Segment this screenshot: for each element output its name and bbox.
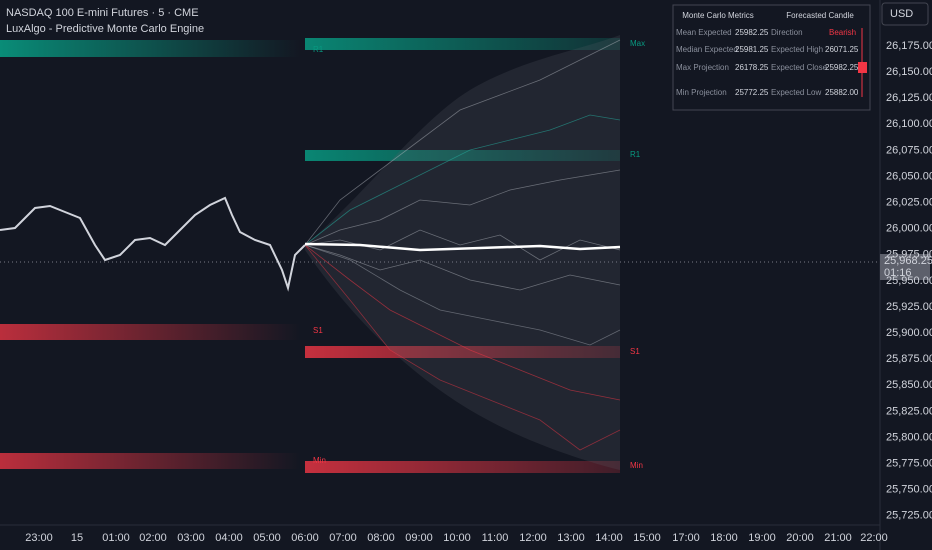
current-price: 25,968.25 — [884, 255, 932, 267]
level-band — [0, 40, 300, 57]
price-label: 26,025.00 — [886, 197, 932, 209]
price-label: 25,900.00 — [886, 327, 932, 339]
level-band — [305, 461, 620, 473]
simulation-cone — [305, 35, 620, 470]
price-label: 25,775.00 — [886, 458, 932, 470]
price-label: 25,750.00 — [886, 484, 932, 496]
table-cell: Bearish — [829, 28, 856, 37]
level-band — [305, 38, 620, 50]
price-label: 26,150.00 — [886, 66, 932, 78]
level-band — [305, 346, 620, 358]
time-label: 03:00 — [177, 532, 205, 544]
indicator-name: LuxAlgo - Predictive Monte Carlo Engine — [6, 23, 204, 35]
price-label: 26,000.00 — [886, 223, 932, 235]
level-band — [305, 150, 620, 161]
price-label: 26,100.00 — [886, 118, 932, 130]
price-label: 25,925.00 — [886, 301, 932, 313]
time-label: 13:00 — [557, 532, 585, 544]
table-cell: 26071.25 — [825, 45, 859, 54]
time-label: 10:00 — [443, 532, 471, 544]
time-label: 19:00 — [748, 532, 776, 544]
table-cell: 25982.25 — [735, 28, 769, 37]
table-cell: 25882.00 — [825, 88, 859, 97]
time-label: 08:00 — [367, 532, 395, 544]
table-cell: 25982.25 — [825, 63, 859, 72]
time-label: 20:00 — [786, 532, 814, 544]
time-label: 12:00 — [519, 532, 547, 544]
level-label: S1 — [313, 326, 323, 335]
time-label: 17:00 — [672, 532, 700, 544]
table-cell: Direction — [771, 28, 803, 37]
price-label: 25,850.00 — [886, 379, 932, 391]
price-label: 26,175.00 — [886, 40, 932, 52]
forecast-body — [858, 62, 867, 73]
level-label: S1 — [630, 347, 640, 356]
table-header: Forecasted Candle — [786, 11, 854, 20]
price-label: 25,800.00 — [886, 431, 932, 443]
time-label: 06:00 — [291, 532, 319, 544]
metrics-table — [672, 4, 871, 111]
table-header: Monte Carlo Metrics — [682, 11, 754, 20]
time-label: 04:00 — [215, 532, 243, 544]
time-label: 21:00 — [824, 532, 852, 544]
time-label: 22:00 — [860, 532, 888, 544]
price-history — [0, 196, 306, 292]
countdown: 01:16 — [884, 267, 912, 279]
time-label: 09:00 — [405, 532, 433, 544]
currency-button[interactable] — [881, 2, 929, 26]
table-cell: Max Projection — [676, 63, 729, 72]
price-label: 26,075.00 — [886, 144, 932, 156]
table-cell: Mean Expected — [676, 28, 732, 37]
time-label: 05:00 — [253, 532, 281, 544]
time-label: 15 — [71, 532, 83, 544]
table-cell: Median Expected — [676, 45, 738, 54]
level-label: R1 — [313, 45, 324, 54]
level-label: R1 — [630, 150, 641, 159]
time-label: 02:00 — [139, 532, 167, 544]
level-band — [0, 324, 300, 340]
time-label: 23:00 — [25, 532, 53, 544]
price-label: 25,975.00 — [886, 249, 932, 261]
price-label: 26,050.00 — [886, 170, 932, 182]
price-label: 25,950.00 — [886, 275, 932, 287]
price-label: 26,125.00 — [886, 92, 932, 104]
table-cell: Min Projection — [676, 88, 727, 97]
table-cell: Expected Low — [771, 88, 821, 97]
price-label: 25,875.00 — [886, 353, 932, 365]
time-label: 07:00 — [329, 532, 357, 544]
level-label: Min — [313, 456, 326, 465]
simulation-paths — [304, 39, 621, 451]
time-label: 15:00 — [633, 532, 661, 544]
level-label: Max — [630, 39, 645, 48]
price-label: 25,825.00 — [886, 405, 932, 417]
table-cell: 25981.25 — [735, 45, 769, 54]
price-label: 25,725.00 — [886, 510, 932, 522]
table-cell: Expected High — [771, 45, 823, 54]
level-label: Min — [630, 461, 643, 470]
time-label: 01:00 — [102, 532, 130, 544]
table-cell: Expected Close — [771, 63, 828, 72]
chart-title: NASDAQ 100 E-mini Futures · 5 · CME — [6, 7, 199, 19]
time-label: 18:00 — [710, 532, 738, 544]
currency-label: USD — [890, 8, 913, 20]
table-cell: 25772.25 — [735, 88, 769, 97]
table-cell: 26178.25 — [735, 63, 769, 72]
price-tag — [880, 254, 930, 280]
level-band — [0, 453, 300, 469]
mean-path — [304, 242, 621, 252]
time-label: 14:00 — [595, 532, 623, 544]
time-label: 11:00 — [482, 532, 509, 544]
